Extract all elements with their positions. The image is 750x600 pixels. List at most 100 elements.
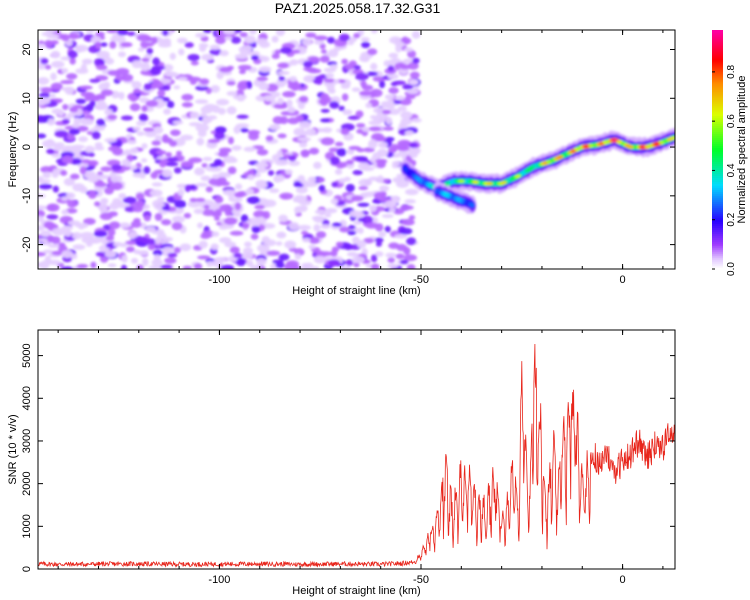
noise-blob [209, 44, 221, 50]
colorbar-swatch [712, 111, 723, 115]
spectrogram-blobs [38, 30, 675, 269]
noise-blob [108, 145, 120, 152]
noise-blob [84, 145, 95, 154]
noise-blob [278, 76, 286, 82]
noise-blob [151, 259, 164, 266]
noise-blob [51, 153, 61, 158]
noise-blob [184, 184, 191, 193]
noise-blob [197, 222, 204, 229]
colorbar-tick-label: 0.8 [726, 64, 737, 78]
colorbar-swatch [712, 37, 723, 41]
noise-blob [95, 64, 108, 71]
colorbar-swatch [712, 77, 723, 81]
colorbar-swatch [712, 243, 723, 246]
colorbar-swatch [712, 157, 723, 161]
noise-blob [141, 158, 148, 163]
noise-blob [143, 83, 152, 91]
colorbar-swatch [712, 253, 723, 256]
noise-blob [61, 196, 69, 201]
noise-blob [287, 81, 302, 90]
noise-blob [205, 186, 214, 193]
colorbar-swatch [712, 201, 723, 204]
colorbar-swatch [712, 61, 723, 65]
noise-blob [341, 58, 348, 65]
snr-xtick-label: -100 [208, 574, 230, 586]
noise-blob [89, 78, 101, 83]
noise-blob [395, 253, 405, 260]
colorbar-swatch [712, 199, 723, 202]
noise-blob [365, 222, 379, 229]
noise-blob [262, 211, 271, 220]
noise-blob [209, 163, 220, 168]
noise-blob [172, 120, 184, 125]
colorbar-swatch [712, 63, 723, 67]
noise-blob [107, 263, 117, 268]
noise-blob [387, 65, 395, 72]
noise-blob [130, 165, 138, 170]
noise-blob [271, 53, 280, 60]
noise-blob [98, 174, 110, 180]
noise-blob [246, 259, 254, 267]
noise-blob [140, 40, 149, 49]
colorbar-swatch [712, 31, 723, 35]
noise-blob [356, 239, 367, 249]
noise-blob [54, 130, 69, 138]
noise-blob [195, 182, 209, 187]
signal-ridge-core [557, 155, 564, 159]
noise-blob [120, 115, 133, 121]
noise-blob [319, 43, 326, 50]
noise-blob [38, 183, 53, 190]
colorbar-swatch [712, 245, 723, 248]
noise-blob [173, 167, 182, 174]
noise-blob [302, 237, 311, 243]
noise-blob [368, 176, 380, 182]
noise-blob [376, 148, 389, 158]
noise-blob [314, 35, 328, 41]
noise-blob [100, 166, 113, 172]
noise-blob [203, 103, 217, 111]
noise-blob [240, 127, 249, 133]
noise-blob [223, 217, 238, 225]
noise-blob [38, 115, 49, 123]
noise-blob [159, 159, 167, 168]
noise-blob [61, 33, 70, 42]
noise-blob [393, 100, 402, 105]
noise-blob [346, 251, 358, 257]
noise-blob [276, 231, 287, 239]
noise-blob [336, 148, 347, 157]
noise-blob [75, 98, 87, 105]
noise-blob [405, 94, 416, 100]
noise-blob [60, 79, 75, 85]
noise-blob [200, 112, 207, 118]
colorbar-swatch [712, 181, 723, 184]
noise-blob [388, 207, 396, 213]
noise-blob [358, 178, 373, 187]
noise-blob [241, 251, 254, 260]
noise-blob [399, 227, 413, 235]
noise-blob [408, 78, 419, 86]
noise-blob [320, 137, 335, 146]
noise-blob [125, 246, 135, 253]
noise-blob [136, 120, 147, 126]
snr-xtick-label: 0 [620, 574, 626, 586]
noise-blob [176, 183, 188, 189]
noise-blob [160, 219, 172, 226]
noise-blob [154, 237, 162, 245]
noise-blob [398, 122, 406, 128]
colorbar-swatch [712, 109, 723, 113]
noise-blob [126, 31, 136, 37]
noise-blob [327, 49, 339, 58]
noise-blob [38, 77, 50, 85]
noise-blob [231, 145, 242, 151]
noise-blob [210, 202, 222, 211]
noise-blob [277, 133, 287, 139]
colorbar-swatch [712, 45, 723, 49]
noise-blob [362, 56, 370, 63]
colorbar-swatch [712, 171, 723, 174]
spectrogram-xlabel: Height of straight line (km) [292, 285, 420, 297]
noise-blob [151, 140, 161, 146]
noise-blob [374, 237, 384, 243]
